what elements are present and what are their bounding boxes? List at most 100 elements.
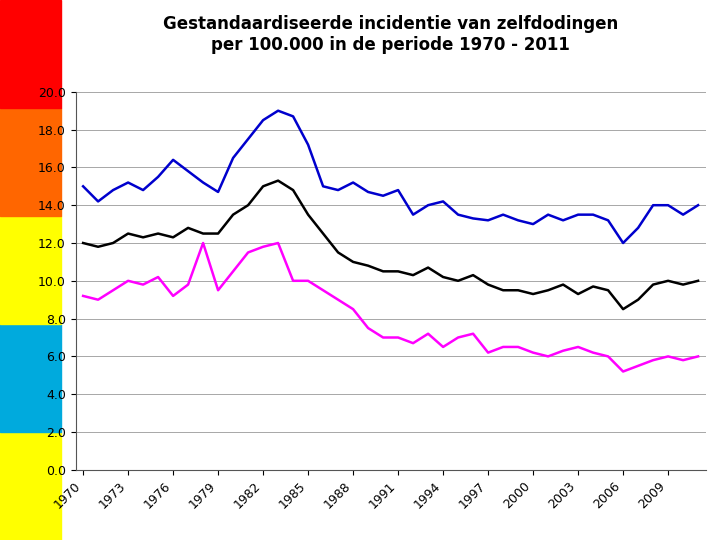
Mannen xyxy=(78,183,87,190)
Totaal xyxy=(348,259,357,265)
Vrouwen xyxy=(394,334,402,341)
Mannen xyxy=(214,188,222,195)
Totaal xyxy=(589,283,598,289)
Totaal xyxy=(379,268,387,274)
Mannen xyxy=(574,211,582,218)
Totaal xyxy=(319,230,328,237)
Totaal xyxy=(124,230,132,237)
Totaal xyxy=(199,230,207,237)
Totaal xyxy=(364,262,372,269)
Totaal xyxy=(484,281,492,288)
Vrouwen xyxy=(229,268,238,274)
Vrouwen xyxy=(664,353,672,360)
Mannen xyxy=(304,141,312,148)
Mannen xyxy=(334,187,343,193)
Mannen xyxy=(184,168,192,174)
Totaal xyxy=(78,240,87,246)
Totaal xyxy=(304,211,312,218)
Mannen xyxy=(514,217,523,224)
Line: Totaal: Totaal xyxy=(83,180,698,309)
Vrouwen xyxy=(574,343,582,350)
Totaal xyxy=(618,306,627,312)
Mannen xyxy=(258,117,267,123)
Totaal xyxy=(184,225,192,231)
Vrouwen xyxy=(589,349,598,356)
Mannen xyxy=(109,187,117,193)
Vrouwen xyxy=(258,244,267,250)
Totaal xyxy=(258,183,267,190)
Vrouwen xyxy=(289,278,297,284)
Vrouwen xyxy=(604,353,613,360)
Mannen xyxy=(664,202,672,208)
Vrouwen xyxy=(214,287,222,294)
Vrouwen xyxy=(94,296,102,303)
Totaal xyxy=(499,287,508,294)
Totaal xyxy=(694,278,703,284)
Vrouwen xyxy=(528,349,537,356)
Totaal xyxy=(514,287,523,294)
Mannen xyxy=(694,202,703,208)
Vrouwen xyxy=(139,281,148,288)
Mannen xyxy=(604,217,613,224)
Vrouwen xyxy=(559,348,567,354)
Mannen xyxy=(409,211,418,218)
Totaal xyxy=(214,230,222,237)
Totaal xyxy=(679,281,688,288)
Mannen xyxy=(168,157,177,163)
Vrouwen xyxy=(424,330,433,337)
Mannen xyxy=(379,192,387,199)
Totaal xyxy=(559,281,567,288)
Totaal xyxy=(409,272,418,278)
Mannen xyxy=(348,179,357,186)
Vrouwen xyxy=(199,240,207,246)
Mannen xyxy=(199,179,207,186)
Vrouwen xyxy=(618,368,627,375)
Totaal xyxy=(574,291,582,297)
Vrouwen xyxy=(469,330,477,337)
Mannen xyxy=(438,198,447,205)
Vrouwen xyxy=(438,343,447,350)
Totaal xyxy=(544,287,552,294)
Vrouwen xyxy=(379,334,387,341)
Totaal xyxy=(109,240,117,246)
Text: Gestandaardiseerde incidentie van zelfdodingen
per 100.000 in de periode 1970 - : Gestandaardiseerde incidentie van zelfdo… xyxy=(163,15,618,54)
Totaal xyxy=(274,177,282,184)
Mannen xyxy=(544,211,552,218)
Mannen xyxy=(244,136,253,142)
Vrouwen xyxy=(484,349,492,356)
Mannen xyxy=(94,198,102,205)
Totaal xyxy=(454,278,462,284)
Vrouwen xyxy=(244,249,253,255)
Totaal xyxy=(424,264,433,271)
Vrouwen xyxy=(454,334,462,341)
Mannen xyxy=(634,225,642,231)
Mannen xyxy=(124,179,132,186)
Totaal xyxy=(438,274,447,280)
Totaal xyxy=(528,291,537,297)
Vrouwen xyxy=(109,287,117,294)
Totaal xyxy=(289,187,297,193)
Vrouwen xyxy=(634,363,642,369)
Vrouwen xyxy=(364,325,372,331)
Mannen xyxy=(528,221,537,227)
Mannen xyxy=(424,202,433,208)
Vrouwen xyxy=(304,278,312,284)
Totaal xyxy=(334,249,343,255)
Totaal xyxy=(664,278,672,284)
Mannen xyxy=(499,211,508,218)
Mannen xyxy=(229,154,238,161)
Line: Vrouwen: Vrouwen xyxy=(83,243,698,372)
Mannen xyxy=(679,211,688,218)
Totaal xyxy=(649,281,657,288)
Totaal xyxy=(229,211,238,218)
Mannen xyxy=(139,187,148,193)
Mannen xyxy=(454,211,462,218)
Mannen xyxy=(618,240,627,246)
Mannen xyxy=(589,211,598,218)
Vrouwen xyxy=(184,281,192,288)
Mannen xyxy=(484,217,492,224)
Vrouwen xyxy=(514,343,523,350)
Totaal xyxy=(94,244,102,250)
Totaal xyxy=(394,268,402,274)
Line: Mannen: Mannen xyxy=(83,111,698,243)
